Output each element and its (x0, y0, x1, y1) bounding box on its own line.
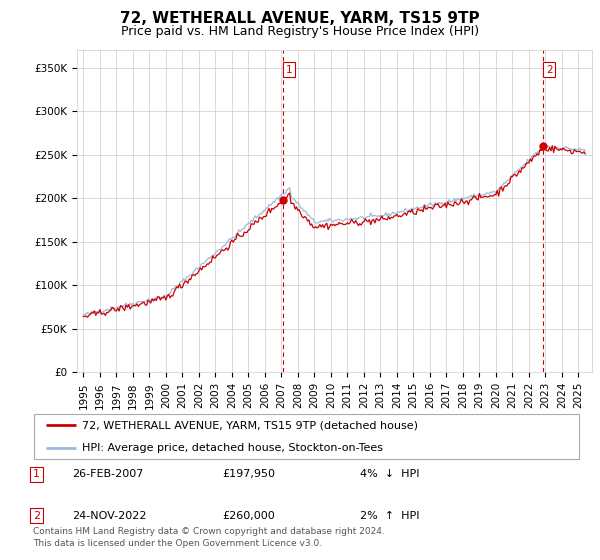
Text: 24-NOV-2022: 24-NOV-2022 (72, 511, 146, 521)
Text: 1: 1 (286, 65, 292, 75)
Text: Contains HM Land Registry data © Crown copyright and database right 2024.
This d: Contains HM Land Registry data © Crown c… (33, 527, 385, 548)
Text: 72, WETHERALL AVENUE, YARM, TS15 9TP: 72, WETHERALL AVENUE, YARM, TS15 9TP (120, 11, 480, 26)
Text: HPI: Average price, detached house, Stockton-on-Tees: HPI: Average price, detached house, Stoc… (82, 444, 383, 454)
Text: Price paid vs. HM Land Registry's House Price Index (HPI): Price paid vs. HM Land Registry's House … (121, 25, 479, 38)
Text: £260,000: £260,000 (222, 511, 275, 521)
Text: 26-FEB-2007: 26-FEB-2007 (72, 469, 143, 479)
Text: 2: 2 (33, 511, 40, 521)
FancyBboxPatch shape (34, 414, 578, 459)
Text: 2%  ↑  HPI: 2% ↑ HPI (360, 511, 419, 521)
Text: 2: 2 (546, 65, 553, 75)
Text: 1: 1 (33, 469, 40, 479)
Text: £197,950: £197,950 (222, 469, 275, 479)
Text: 72, WETHERALL AVENUE, YARM, TS15 9TP (detached house): 72, WETHERALL AVENUE, YARM, TS15 9TP (de… (82, 420, 418, 430)
Text: 4%  ↓  HPI: 4% ↓ HPI (360, 469, 419, 479)
